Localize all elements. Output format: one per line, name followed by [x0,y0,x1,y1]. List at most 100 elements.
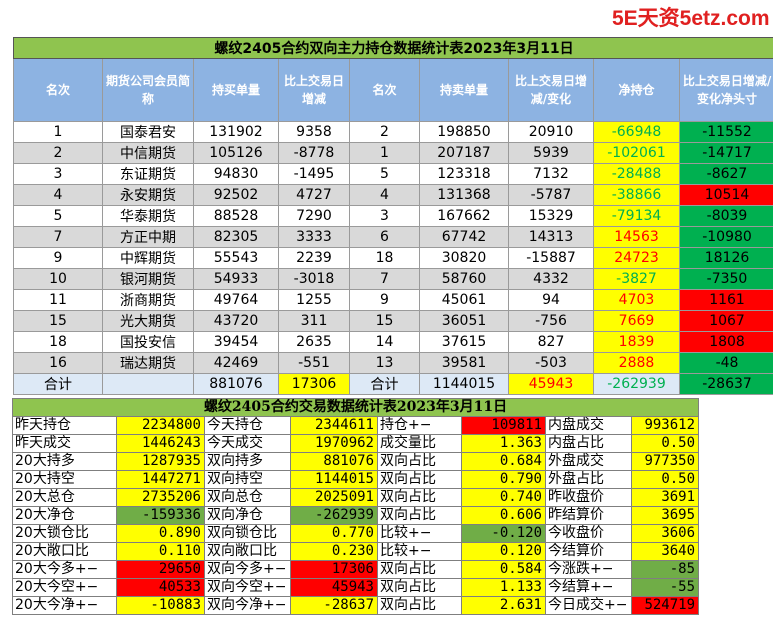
table-cell: 14 [349,331,420,353]
table-cell: 方正中期 [102,226,194,248]
value-cell: 0.50 [630,434,700,453]
row-label: 成交量比 [377,434,462,453]
table-cell: -66948 [593,121,680,143]
table-cell: 1067 [678,310,773,332]
table-row: 15 光大期货 43720 311 15 36051 -756 7669 1067 [13,310,773,332]
table-cell: 永安期货 [102,184,194,206]
table-cell: -3827 [593,268,680,290]
table-cell: 20910 [508,121,594,143]
row-label: 双向占比 [377,560,462,579]
table-cell: 18 [13,331,103,353]
table-cell: 浙商期货 [102,289,194,311]
row-label: 20大持多 [12,452,117,471]
table-cell: 瑞达期货 [102,352,194,374]
sum-cell [102,373,194,395]
row-label: 双向占比 [377,506,462,525]
row-label: 外盘成交 [545,452,632,471]
column-header: 比上交易日增减/变化净头寸 [678,58,773,122]
table-row: 20大持多 1287935 双向持多 881076 双向占比 0.684 外盘成交 97735… [12,452,700,471]
trading-table-title: 螺纹2405合约交易数据统计表2023年3月11日 [11,398,700,417]
row-label: 今天成交 [204,434,291,453]
table-cell: 7290 [278,205,350,227]
table-row: 4 永安期货 92502 4727 4 131368 -5787 -38866 10514 [13,184,773,206]
table-cell: 2239 [278,247,350,269]
value-cell: 1.363 [461,434,546,453]
table-cell: 中信期货 [102,142,194,164]
table-row: 20大敞口比 0.110 双向敞口比 0.230 比较+− 0.120 今结算价 3640 [12,542,700,561]
table-cell: 4 [349,184,420,206]
value-cell: 3695 [630,506,700,525]
row-label: 双向持空 [204,470,291,489]
row-label: 双向锁仓比 [204,524,291,543]
row-label: 今结算+− [545,578,632,597]
table-row: 11 浙商期货 49764 1255 9 45061 94 4703 1161 [13,289,773,311]
value-cell: 3691 [630,488,700,507]
value-cell: -159336 [116,506,205,525]
sum-cell: -28637 [678,373,773,395]
table-cell: 58760 [419,268,509,290]
table-cell: 国投安信 [102,331,194,353]
table-cell: 198850 [419,121,509,143]
table-cell: 4332 [508,268,594,290]
table-cell: 123318 [419,163,509,185]
table-cell: 10 [13,268,103,290]
table-cell: 827 [508,331,594,353]
table-cell: -551 [278,352,350,374]
table-row: 1 国泰君安 131902 9358 2 198850 20910 -66948 -11552 [13,121,773,143]
value-cell: 2.631 [461,596,546,615]
row-label: 20大敞口比 [12,542,117,561]
value-cell: 0.110 [116,542,205,561]
table-cell: 1161 [678,289,773,311]
table-cell: 4703 [593,289,680,311]
row-label: 今收盘价 [545,524,632,543]
table-row: 3 东证期货 94830 -1495 5 123318 7132 -28488 -8627 [13,163,773,185]
table-cell: 67742 [419,226,509,248]
table-row: 20大锁仓比 0.890 双向锁仓比 0.770 比较+− -0.120 今收盘价 3606 [12,524,700,543]
table-cell: 94830 [193,163,279,185]
table-cell: 311 [278,310,350,332]
value-cell: 45943 [290,578,378,597]
table-row: 16 瑞达期货 42469 -551 13 39581 -503 2888 -48 [13,352,773,374]
table-cell: -756 [508,310,594,332]
table-row: 20大总仓 2735206 双向总仓 2025091 双向占比 0.740 昨收盘价 3691 [12,488,700,507]
value-cell: 0.790 [461,470,546,489]
table-cell: 1839 [593,331,680,353]
value-cell: 0.890 [116,524,205,543]
site-watermark: 5E天资5etz.com [612,7,770,30]
row-label: 双向总仓 [204,488,291,507]
position-table: 螺纹2405合约双向主力持仓数据统计表2023年3月11日 名次 期货公司会员简称… [12,37,773,395]
row-label: 双向占比 [377,452,462,471]
table-row: 20大今多+− 29650 双向今多+− 17306 双向占比 0.584 今涨跌+− -85 [12,560,700,579]
row-label: 外盘占比 [545,470,632,489]
table-cell: -11552 [678,121,773,143]
value-cell: -262939 [290,506,378,525]
table-cell: 7 [349,268,420,290]
row-label: 双向持多 [204,452,291,471]
table-cell: 1808 [678,331,773,353]
table-cell: 光大期货 [102,310,194,332]
table-cell: 2888 [593,352,680,374]
table-cell: 39454 [193,331,279,353]
column-header: 名次 [13,58,103,122]
value-cell: 1446243 [116,434,205,453]
table-cell: 5939 [508,142,594,164]
table-cell: -14717 [678,142,773,164]
table-cell: 3 [13,163,103,185]
row-label: 双向占比 [377,578,462,597]
row-label: 双向占比 [377,488,462,507]
value-cell: 2735206 [116,488,205,507]
table-cell: -3018 [278,268,350,290]
table-cell: 6 [349,226,420,248]
table-cell: 15 [349,310,420,332]
value-cell: 1287935 [116,452,205,471]
value-cell: 1144015 [290,470,378,489]
table-cell: -7350 [678,268,773,290]
sum-cell: 881076 [193,373,279,395]
value-cell: -0.120 [461,524,546,543]
column-header: 持卖单量 [419,58,509,122]
table-row: 20大今净+− -10883 双向今净+− -28637 双向占比 2.631 今日成交+−… [12,596,700,615]
value-cell: 0.740 [461,488,546,507]
table-cell: 45061 [419,289,509,311]
table-cell: 36051 [419,310,509,332]
value-cell: 29650 [116,560,205,579]
